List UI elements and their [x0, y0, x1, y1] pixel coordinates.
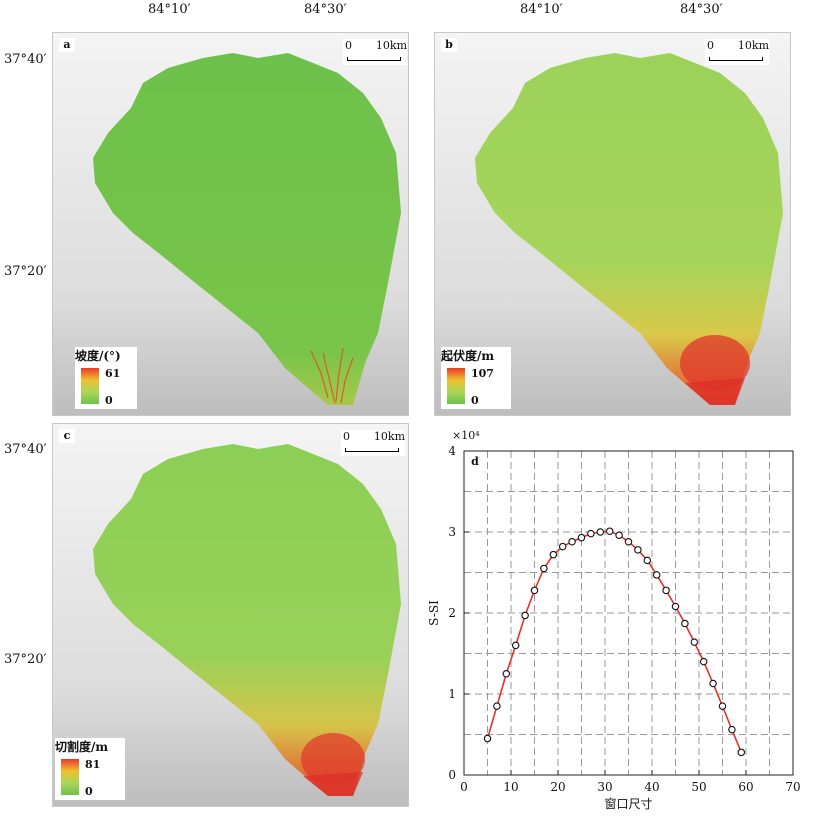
color-ramp: [81, 368, 99, 404]
data-point: [587, 529, 595, 538]
latitude-label-1: 37°40′: [4, 52, 47, 67]
latitude-label-2: 37°20′: [4, 652, 47, 667]
x-tick-label: 70: [785, 780, 800, 794]
data-point: [483, 734, 492, 743]
data-point: [634, 546, 642, 554]
data-point: [718, 702, 727, 710]
panel-label-a: a: [59, 38, 75, 52]
slope-legend: 坡度/(°) 61 0: [75, 347, 137, 409]
relief-legend: 起伏度/m 107 0: [441, 347, 511, 409]
data-point: [502, 670, 511, 678]
data-point: [624, 537, 633, 546]
legend-max: 61: [105, 367, 121, 380]
x-tick-label: 40: [644, 780, 659, 794]
x-tick-label: 60: [738, 780, 753, 794]
longitude-label-1: 84°10′: [520, 2, 563, 17]
latitude-label-1: 37°40′: [4, 442, 47, 457]
longitude-label-2: 84°30′: [680, 2, 723, 17]
data-point: [605, 527, 614, 535]
scale-end: 10km: [737, 39, 769, 52]
data-point: [530, 586, 539, 595]
legend-max: 81: [85, 758, 101, 771]
color-ramp: [61, 759, 79, 795]
data-point: [615, 531, 623, 539]
latitude-label-2: 37°20′: [4, 264, 47, 279]
scale-bar: 0 10km: [705, 39, 769, 65]
relief-map-panel: b 0 10km 起伏度/m 107 0: [434, 32, 791, 416]
alluvial-fan-shape: [93, 444, 401, 796]
data-point: [699, 657, 708, 666]
color-ramp: [447, 368, 465, 404]
legend-max: 107: [471, 367, 494, 380]
x-axis-label: 窗口尺寸: [604, 797, 652, 811]
y-tick-label: 0: [448, 768, 456, 782]
data-point: [728, 725, 736, 734]
data-point: [662, 586, 670, 595]
scale-bar: 0 10km: [341, 430, 405, 456]
data-point: [577, 533, 586, 542]
scale-start: 0: [345, 39, 352, 52]
data-point: [709, 679, 717, 688]
longitude-label-2: 84°30′: [304, 2, 347, 17]
y-tick-label: 1: [448, 687, 456, 701]
data-point: [596, 528, 605, 536]
y-tick-label: 3: [448, 525, 456, 539]
longitude-label-1: 84°10′: [148, 2, 191, 17]
data-point: [643, 556, 652, 565]
data-point: [540, 564, 548, 573]
data-point: [558, 542, 567, 551]
y-axis-label: S-SI: [427, 600, 441, 626]
x-tick-label: 20: [550, 780, 565, 794]
alluvial-fan-shape: [93, 53, 401, 405]
data-point: [568, 537, 576, 546]
panel-label-d: d: [471, 455, 479, 468]
scale-start: 0: [343, 430, 350, 443]
data-point: [493, 702, 501, 710]
incision-map-panel: c 0 10km 切割度/m 81 0: [52, 423, 409, 807]
alluvial-fan-shape: [475, 53, 783, 405]
x-tick-label: 50: [691, 780, 706, 794]
data-point: [737, 748, 746, 757]
legend-min: 0: [85, 785, 93, 798]
scale-start: 0: [707, 39, 714, 52]
data-point: [671, 602, 680, 611]
data-point: [681, 619, 689, 628]
ssi-curve: [486, 530, 743, 753]
x-tick-label: 10: [503, 780, 518, 794]
x-tick-label: 0: [460, 780, 468, 794]
scale-end: 10km: [375, 39, 407, 52]
scale-end: 10km: [373, 430, 405, 443]
y-tick-label: 4: [448, 444, 456, 458]
data-point: [549, 550, 558, 559]
ssi-line-chart: 0 10 20 30 40 50 60 70 0 1 2 3 4 窗口尺寸 S-SI ×10⁴ d: [427, 429, 801, 811]
legend-min: 0: [471, 394, 479, 407]
slope-map-panel: a 0 10km 坡度/(°) 61 0: [52, 32, 409, 416]
panel-label-c: c: [59, 429, 75, 443]
data-point: [652, 571, 661, 579]
y-axis-multiplier: ×10⁴: [452, 429, 480, 442]
scale-bar: 0 10km: [343, 39, 407, 65]
legend-title: 切割度/m: [55, 740, 109, 754]
relief-map: [435, 33, 790, 415]
incision-legend: 切割度/m 81 0: [55, 738, 125, 800]
legend-title: 坡度/(°): [75, 349, 121, 363]
x-tick-label: 30: [597, 780, 612, 794]
data-point: [690, 638, 699, 646]
legend-title: 起伏度/m: [441, 349, 495, 363]
panel-label-b: b: [441, 38, 457, 52]
legend-min: 0: [105, 394, 113, 407]
y-tick-label: 2: [448, 606, 456, 620]
data-point: [521, 611, 529, 620]
data-point: [511, 641, 520, 650]
panel-label-bg: [468, 454, 482, 468]
